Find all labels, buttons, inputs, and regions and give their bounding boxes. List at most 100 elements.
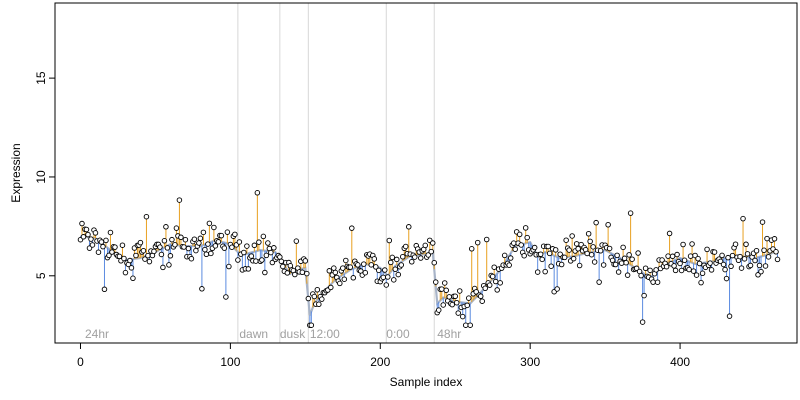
data-point (380, 274, 387, 281)
data-point (98, 239, 105, 245)
data-point (659, 257, 665, 263)
data-point (647, 267, 653, 274)
data-point (440, 302, 446, 308)
data-point (373, 264, 379, 270)
data-point (452, 293, 458, 299)
data-point (205, 241, 211, 247)
data-points (77, 190, 781, 328)
data-point (468, 246, 475, 252)
data-point (759, 219, 766, 225)
data-point (600, 262, 607, 268)
phase-dividers (237, 3, 435, 343)
data-point (422, 242, 429, 249)
data-point (510, 240, 517, 246)
data-point (392, 266, 399, 273)
data-point (642, 265, 649, 271)
data-point (483, 236, 490, 243)
data-point (680, 241, 686, 248)
data-point (362, 269, 369, 276)
data-point (332, 269, 339, 276)
data-point (467, 322, 473, 328)
data-point (406, 224, 412, 230)
phase-label: 0:00 (386, 327, 410, 341)
data-point (722, 266, 728, 273)
data-point (462, 322, 469, 328)
data-point (232, 231, 238, 238)
data-point (728, 263, 734, 270)
data-point (531, 244, 538, 251)
data-point (409, 258, 415, 265)
data-point (569, 233, 575, 239)
data-point (251, 242, 258, 249)
data-point (548, 263, 554, 269)
data-point (403, 243, 409, 250)
x-axis: 0 100 200 300 400 (77, 342, 690, 369)
data-point (341, 276, 348, 282)
data-point (677, 260, 683, 267)
data-point (669, 253, 676, 260)
data-point (316, 301, 322, 308)
data-point (753, 248, 760, 254)
data-point (473, 289, 479, 295)
data-point (435, 307, 442, 313)
data-point (729, 252, 736, 259)
data-point (756, 262, 763, 269)
data-point (497, 280, 503, 286)
data-point (260, 233, 267, 240)
data-point (376, 267, 382, 274)
data-point (614, 252, 620, 259)
data-point (178, 234, 184, 241)
data-point (278, 258, 285, 265)
data-point (80, 234, 87, 240)
data-point (197, 235, 204, 242)
data-point (449, 301, 455, 308)
data-point (383, 282, 390, 288)
data-point (350, 275, 357, 281)
data-point (456, 288, 463, 294)
data-point (112, 244, 118, 250)
data-point (181, 244, 187, 250)
data-point (145, 252, 151, 259)
data-point (773, 249, 779, 255)
data-point (516, 231, 523, 238)
data-point (438, 286, 445, 292)
data-point (245, 266, 252, 272)
data-point (308, 322, 315, 328)
data-point (666, 230, 673, 237)
data-point (176, 197, 183, 203)
data-point (621, 255, 628, 262)
data-point (575, 246, 581, 252)
data-point (248, 253, 255, 259)
data-point (459, 313, 466, 320)
data-point (686, 266, 692, 273)
x-tick-label: 100 (220, 355, 240, 369)
data-point (620, 244, 626, 251)
data-point (412, 254, 418, 260)
data-point (88, 236, 94, 242)
data-point (482, 285, 488, 292)
data-point (573, 241, 580, 247)
data-point (200, 229, 207, 236)
data-point (690, 268, 697, 274)
data-point (371, 256, 378, 262)
data-point (121, 255, 127, 262)
data-point (215, 239, 222, 245)
data-point (743, 241, 749, 248)
data-point (235, 257, 241, 263)
data-point (737, 253, 743, 260)
data-point (391, 277, 397, 283)
data-point (432, 279, 439, 285)
data-point (100, 243, 106, 250)
data-point (343, 257, 349, 264)
data-point (146, 258, 153, 265)
data-point (304, 270, 310, 277)
data-point (293, 238, 300, 244)
data-point (143, 213, 150, 220)
x-axis-title: Sample index (390, 375, 463, 389)
data-point (431, 259, 437, 266)
data-point (157, 244, 163, 250)
data-point (95, 249, 102, 255)
data-point (418, 255, 424, 261)
data-point (629, 256, 635, 262)
